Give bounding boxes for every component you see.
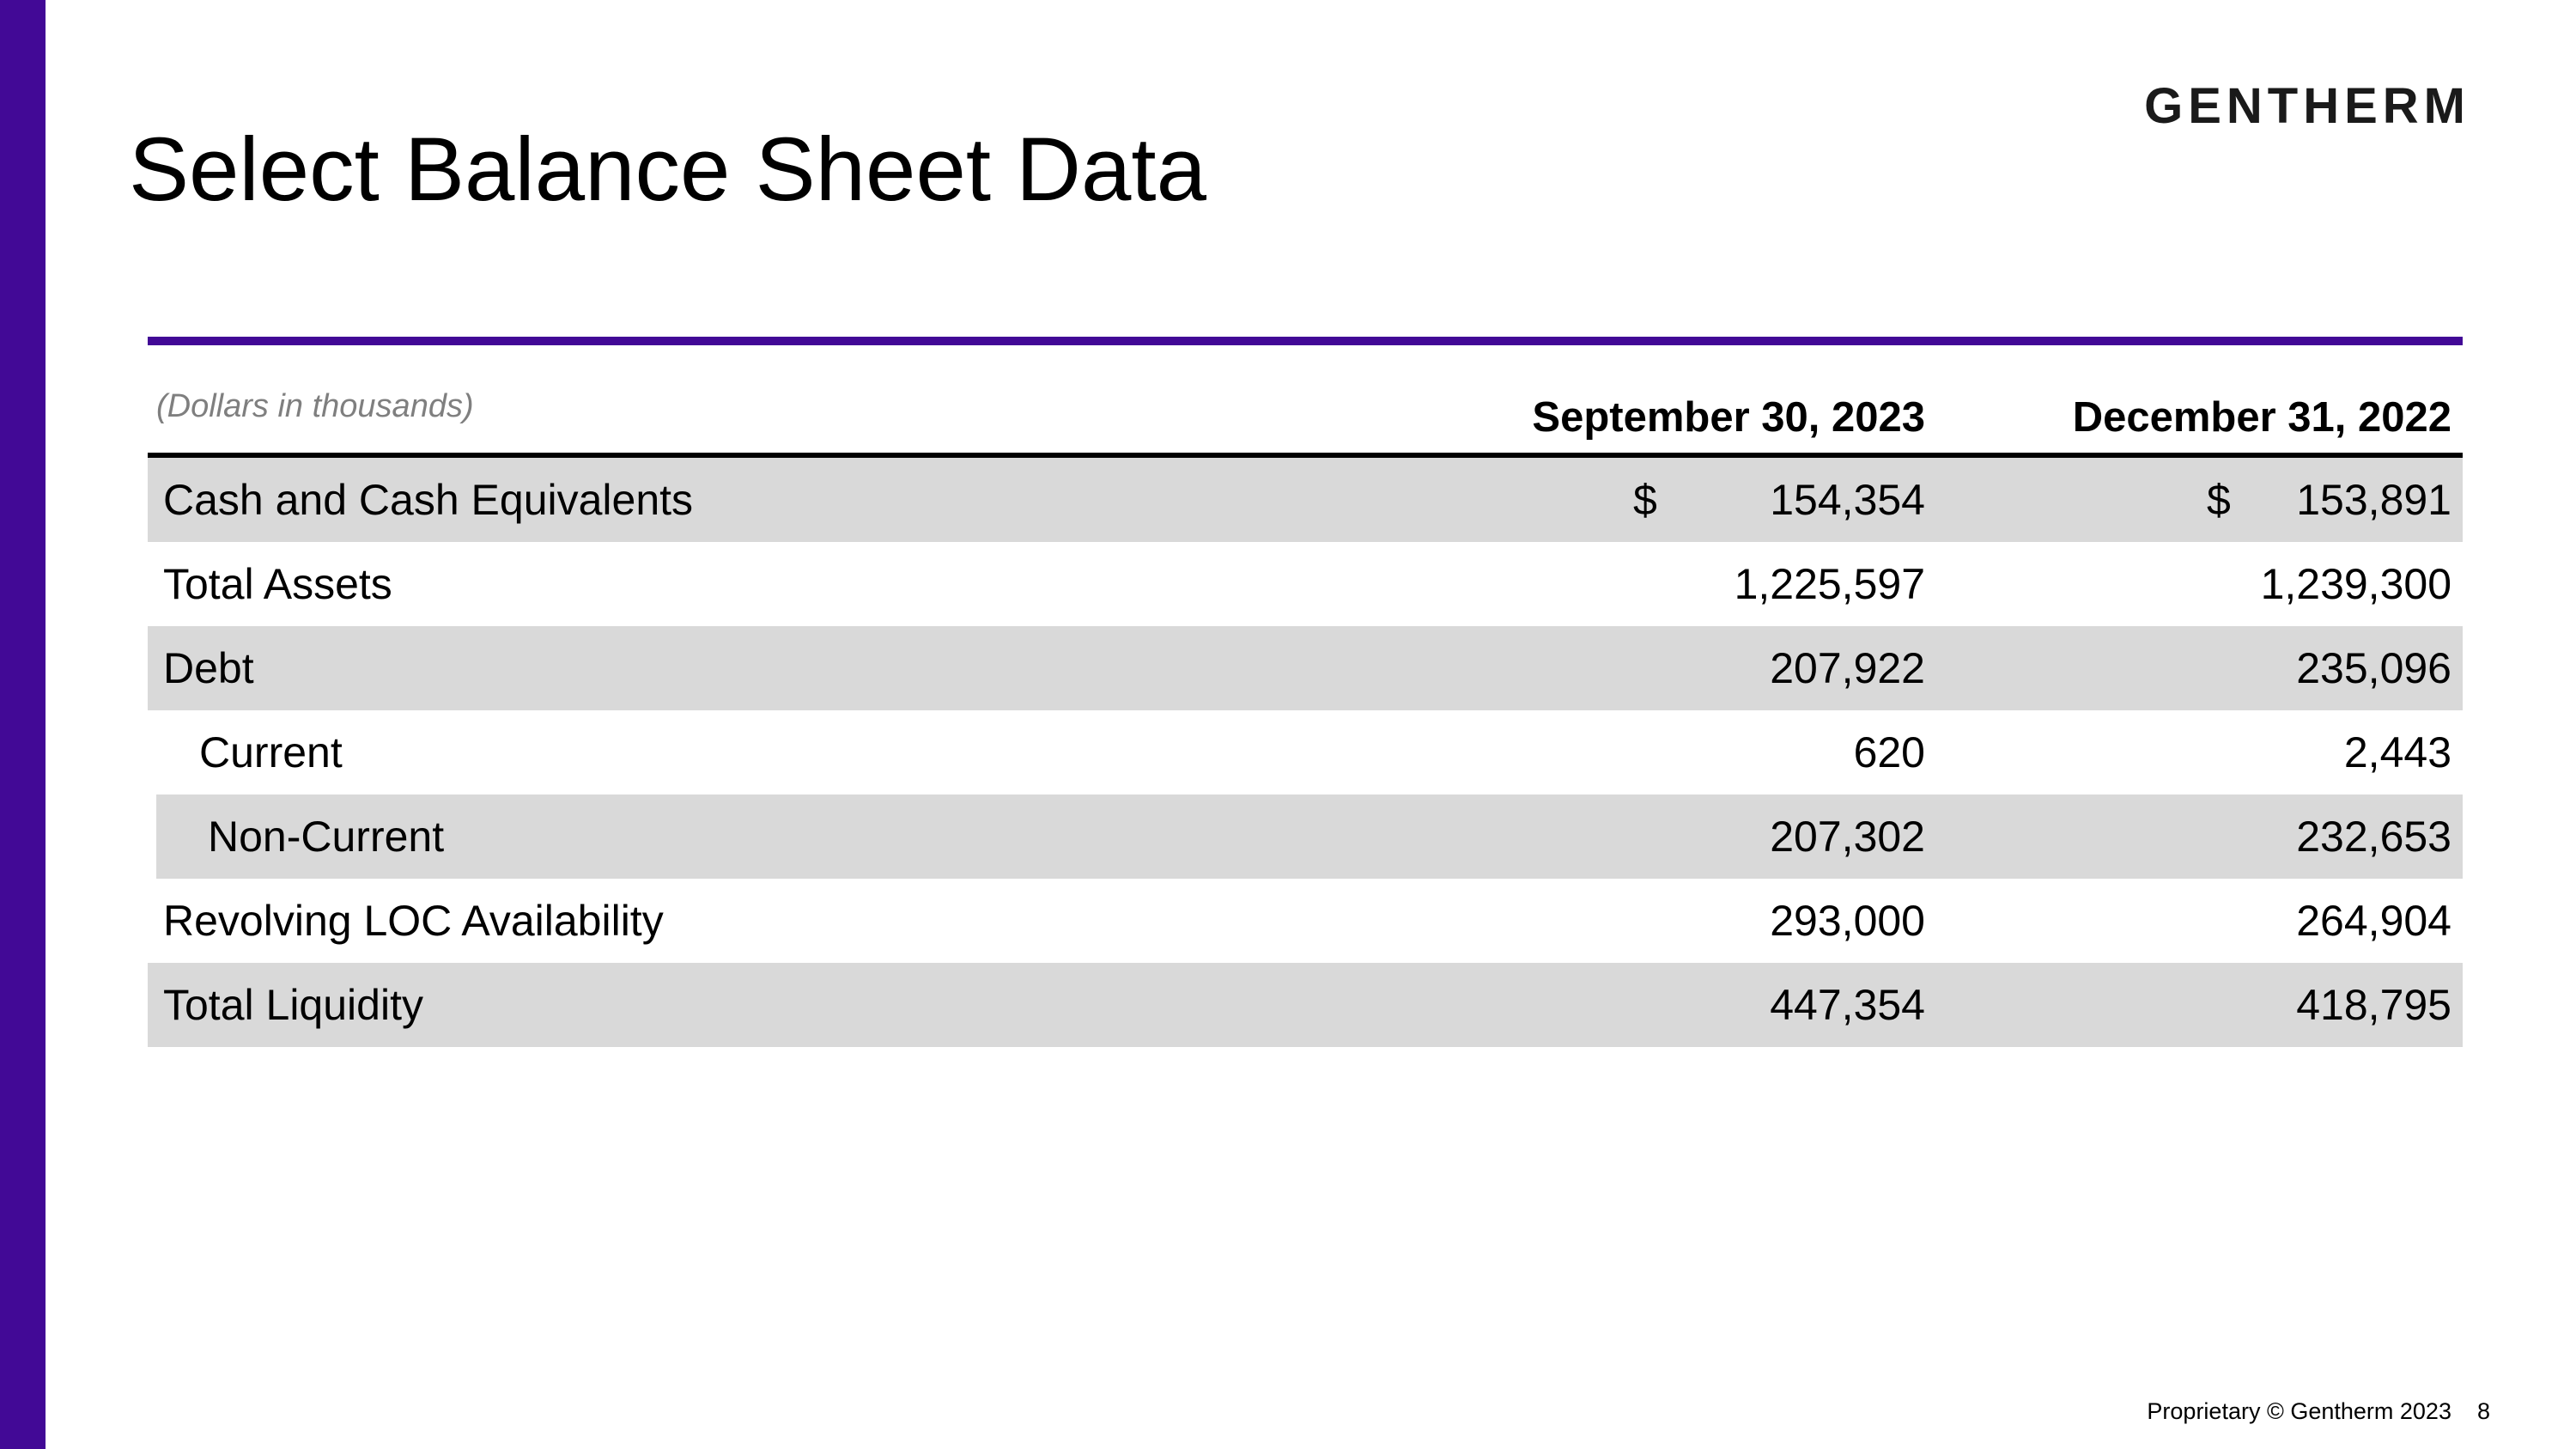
row-label: Revolving LOC Availability (163, 897, 664, 945)
value-cell: 1,239,300 (2207, 542, 2451, 626)
value-sep-2023: 207,302 (1770, 813, 1925, 861)
value-cell: 207,302 (1633, 795, 1925, 879)
value-sep-2023: 293,000 (1770, 897, 1925, 945)
table-row-revolving-loc-availability: Revolving LOC Availability 293,000 264,9… (148, 879, 2463, 963)
value-cell: $ 153,891 (2207, 458, 2451, 542)
value-dec-2022: 232,653 (2296, 813, 2451, 861)
value-cell: 293,000 (1633, 879, 1925, 963)
table-row-debt-current: Current 620 2,443 (148, 710, 2463, 795)
row-label: Total Liquidity (163, 981, 423, 1029)
row-label: Total Assets (163, 560, 392, 608)
value-cell: 232,653 (2207, 795, 2451, 879)
value-cell: 2,443 (2207, 710, 2451, 795)
row-label: Cash and Cash Equivalents (163, 476, 694, 524)
footer-proprietary-text: Proprietary © Gentherm 2023 (2147, 1398, 2451, 1424)
value-dec-2022: 418,795 (2296, 981, 2451, 1029)
value-cell: 447,354 (1633, 963, 1925, 1047)
page-number: 8 (2476, 1398, 2490, 1424)
value-cell: 207,922 (1633, 626, 1925, 710)
value-sep-2023: 1,225,597 (1734, 560, 1925, 608)
table-row-debt-non-current: Non-Current 207,302 232,653 (148, 795, 2463, 879)
gentherm-logo: GENTHERM (2144, 78, 2470, 134)
value-sep-2023: 620 (1853, 728, 1925, 776)
column-header-cell: September 30, 2023 (1532, 393, 1925, 441)
value-cell: $ 154,354 (1633, 458, 1925, 542)
column-header-cell: December 31, 2022 (2073, 393, 2451, 441)
row-label: Non-Current (208, 813, 445, 861)
value-sep-2023: 154,354 (1770, 476, 1925, 524)
value-cell: 1,225,597 (1633, 542, 1925, 626)
value-dec-2022: 264,904 (2296, 897, 2451, 945)
currency-symbol: $ (2207, 476, 2231, 524)
value-dec-2022: 235,096 (2296, 644, 2451, 692)
column-header-dec-31-2022: December 31, 2022 (2072, 394, 2451, 441)
left-accent-bar (0, 0, 46, 1449)
currency-symbol: $ (1633, 476, 1657, 524)
table-row-debt: Debt 207,922 235,096 (148, 626, 2463, 710)
value-cell: 264,904 (2207, 879, 2451, 963)
row-label: Current (199, 728, 343, 776)
table-row-cash-and-cash-equivalents: Cash and Cash Equivalents $ 154,354 $ 15… (148, 458, 2463, 542)
value-dec-2022: 2,443 (2343, 728, 2451, 776)
value-sep-2023: 207,922 (1770, 644, 1925, 692)
value-cell: 620 (1633, 710, 1925, 795)
value-cell: 418,795 (2207, 963, 2451, 1047)
units-note: (Dollars in thousands) (156, 388, 474, 424)
balance-sheet-table: Cash and Cash Equivalents $ 154,354 $ 15… (148, 453, 2463, 1047)
value-dec-2022: 153,891 (2296, 476, 2451, 524)
value-sep-2023: 447,354 (1770, 981, 1925, 1029)
table-header-row: September 30, 2023 December 31, 2022 (148, 378, 2463, 447)
table-row-total-liquidity: Total Liquidity 447,354 418,795 (148, 963, 2463, 1047)
column-header-sep-30-2023: September 30, 2023 (1532, 394, 1925, 441)
row-label: Debt (163, 644, 254, 692)
accent-divider-line (148, 337, 2463, 345)
slide-footer: Proprietary © Gentherm 2023 8 (2147, 1398, 2490, 1425)
table-row-total-assets: Total Assets 1,225,597 1,239,300 (148, 542, 2463, 626)
value-dec-2022: 1,239,300 (2260, 560, 2451, 608)
page-title: Select Balance Sheet Data (129, 119, 1206, 220)
value-cell: 235,096 (2207, 626, 2451, 710)
